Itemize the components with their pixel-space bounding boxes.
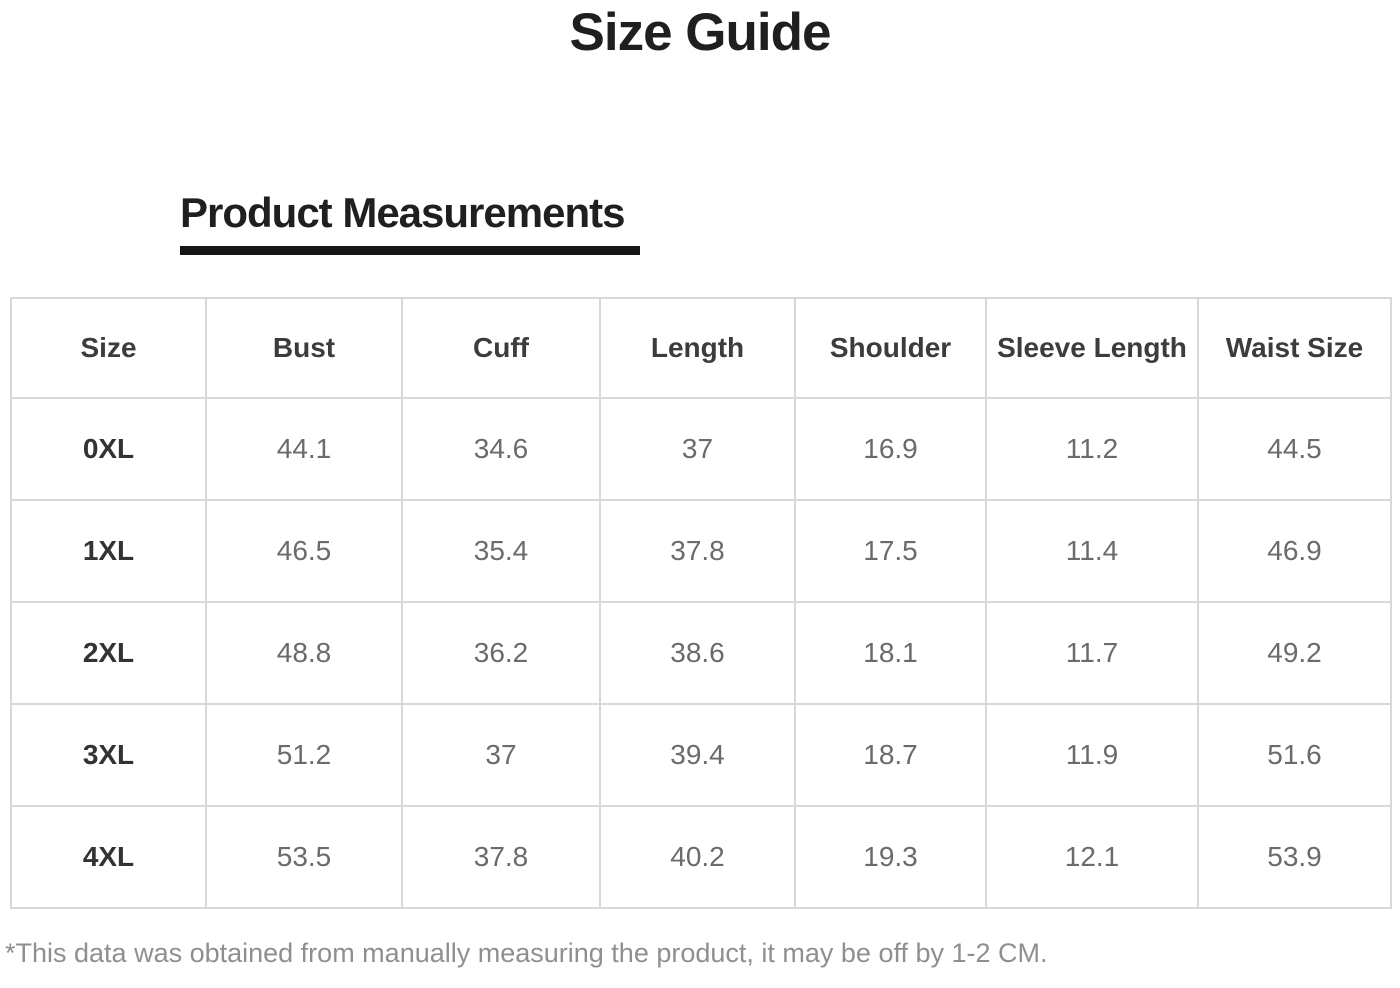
cuff-cell: 34.6 (401, 397, 601, 501)
column-header-shoulder: Shoulder (794, 297, 987, 399)
cuff-cell: 37 (401, 703, 601, 807)
size-cell: 3XL (10, 703, 207, 807)
waist-size-cell: 44.5 (1197, 397, 1392, 501)
shoulder-cell: 18.7 (794, 703, 987, 807)
table-row: 2XL 48.8 36.2 38.6 18.1 11.7 49.2 (10, 601, 1392, 705)
sleeve-length-cell: 11.2 (985, 397, 1199, 501)
size-cell: 4XL (10, 805, 207, 909)
bust-cell: 44.1 (205, 397, 403, 501)
sleeve-length-cell: 12.1 (985, 805, 1199, 909)
shoulder-cell: 18.1 (794, 601, 987, 705)
page-title: Size Guide (569, 3, 832, 62)
bust-cell: 51.2 (205, 703, 403, 807)
column-header-length: Length (599, 297, 796, 399)
bust-cell: 46.5 (205, 499, 403, 603)
sleeve-length-cell: 11.9 (985, 703, 1199, 807)
table-header-row: Size Bust Cuff Length Shoulder Sleeve Le… (10, 297, 1392, 399)
table-row: 1XL 46.5 35.4 37.8 17.5 11.4 46.9 (10, 499, 1392, 603)
measurement-disclaimer: *This data was obtained from manually me… (5, 938, 1048, 968)
bust-cell: 48.8 (205, 601, 403, 705)
cuff-cell: 35.4 (401, 499, 601, 603)
waist-size-cell: 46.9 (1197, 499, 1392, 603)
section-heading: Product Measurements (180, 189, 641, 255)
waist-size-cell: 53.9 (1197, 805, 1392, 909)
cuff-cell: 37.8 (401, 805, 601, 909)
bust-cell: 53.5 (205, 805, 403, 909)
table-row: 4XL 53.5 37.8 40.2 19.3 12.1 53.9 (10, 805, 1392, 909)
waist-size-cell: 49.2 (1197, 601, 1392, 705)
shoulder-cell: 17.5 (794, 499, 987, 603)
product-measurements-table: Size Bust Cuff Length Shoulder Sleeve Le… (10, 297, 1392, 909)
size-cell: 1XL (10, 499, 207, 603)
sleeve-length-cell: 11.7 (985, 601, 1199, 705)
column-header-size: Size (10, 297, 207, 399)
length-cell: 37.8 (599, 499, 796, 603)
cuff-cell: 36.2 (401, 601, 601, 705)
column-header-bust: Bust (205, 297, 403, 399)
column-header-cuff: Cuff (401, 297, 601, 399)
waist-size-cell: 51.6 (1197, 703, 1392, 807)
shoulder-cell: 16.9 (794, 397, 987, 501)
column-header-waist-size: Waist Size (1197, 297, 1392, 399)
length-cell: 38.6 (599, 601, 796, 705)
length-cell: 40.2 (599, 805, 796, 909)
shoulder-cell: 19.3 (794, 805, 987, 909)
length-cell: 37 (599, 397, 796, 501)
size-cell: 2XL (10, 601, 207, 705)
sleeve-length-cell: 11.4 (985, 499, 1199, 603)
column-header-sleeve-length: Sleeve Length (985, 297, 1199, 399)
table-row: 3XL 51.2 37 39.4 18.7 11.9 51.6 (10, 703, 1392, 807)
size-cell: 0XL (10, 397, 207, 501)
table-row: 0XL 44.1 34.6 37 16.9 11.2 44.5 (10, 397, 1392, 501)
length-cell: 39.4 (599, 703, 796, 807)
